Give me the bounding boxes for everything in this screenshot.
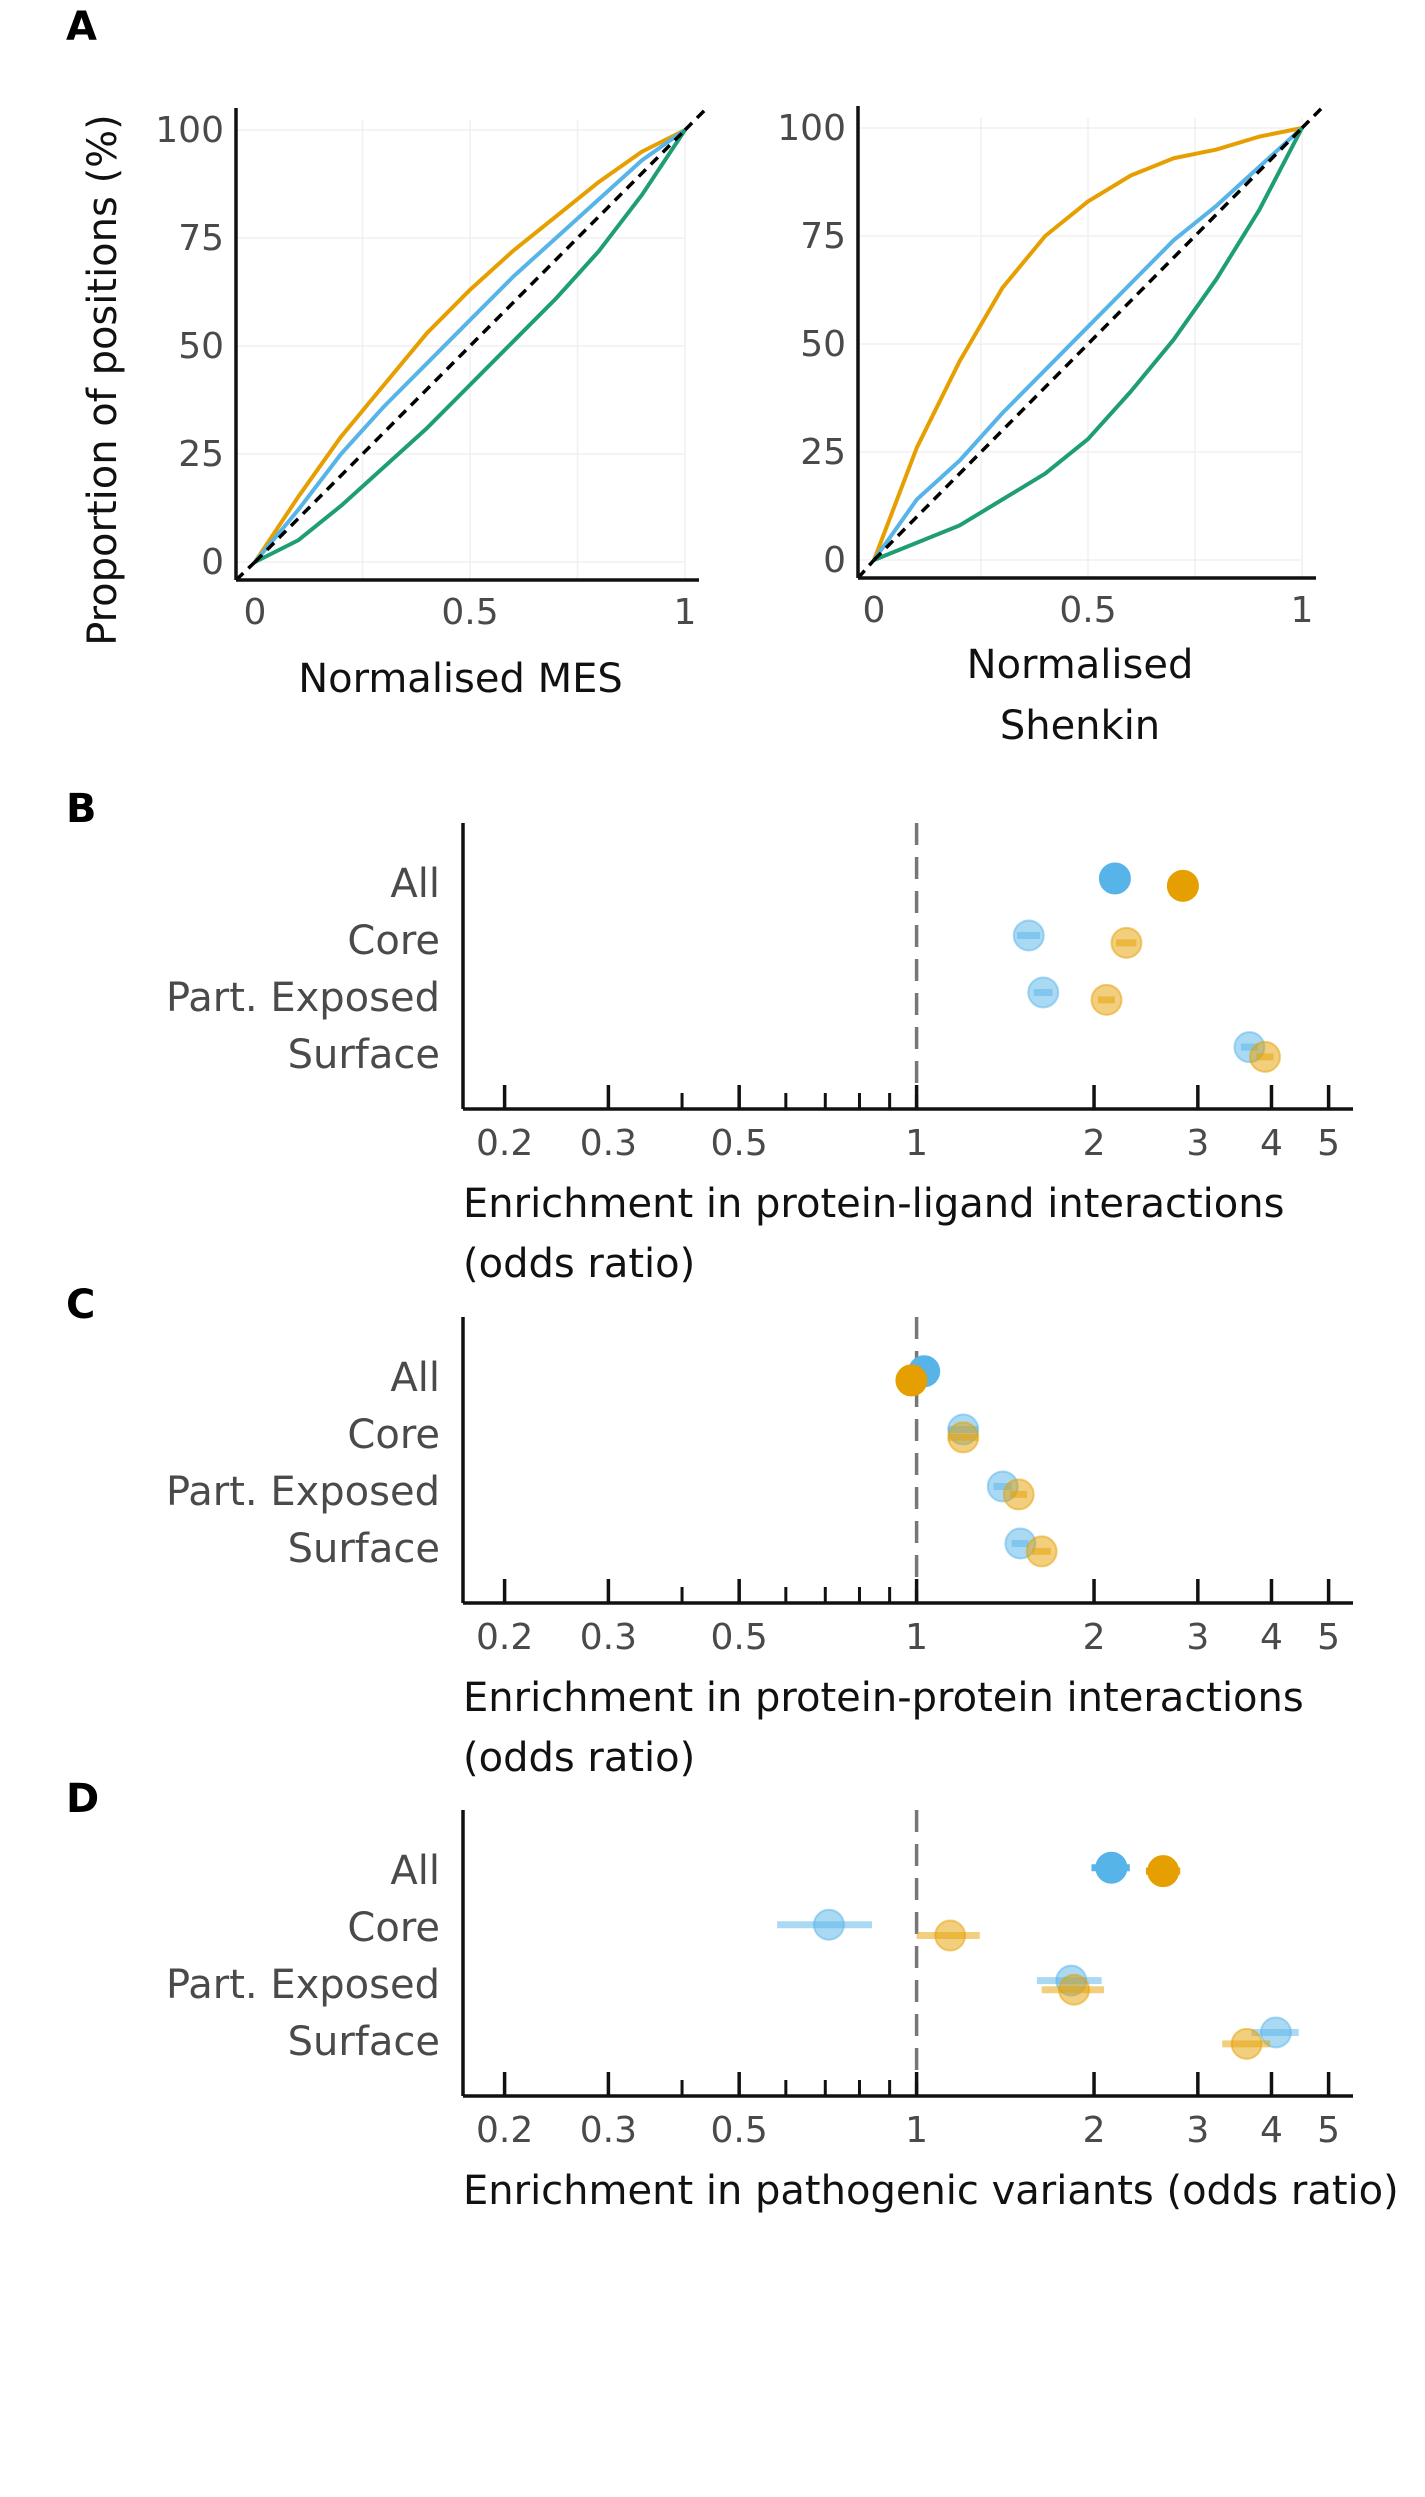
- x-tick-label: 0.5: [711, 1123, 768, 1164]
- series-line-blue: [872, 126, 1304, 562]
- data-point-orange: [947, 1421, 980, 1454]
- y-tick-label: 0: [201, 542, 224, 583]
- panel-label-c: C: [66, 1282, 95, 1328]
- x-tick-label: 5: [1317, 2110, 1340, 2151]
- x-axis-title-line: Enrichment in protein-ligand interaction…: [463, 1181, 1284, 1227]
- data-point-orange: [1248, 1040, 1281, 1073]
- x-tick-label: 0.5: [711, 1617, 768, 1658]
- reference-extension-low: [234, 560, 257, 582]
- x-axis-title-line: Normalised: [967, 642, 1194, 688]
- x-axis-title-line: Enrichment in protein-protein interactio…: [463, 1675, 1304, 1721]
- data-point-orange: [1147, 1855, 1180, 1888]
- x-tick-label: 3: [1186, 1617, 1209, 1658]
- dot-chart-pathogenic: 0.2 0.3 0.5 1 2 3 4 5 All Core Part. Exposed Surfac…: [166, 1810, 1399, 2214]
- series-line-blue: [253, 128, 687, 564]
- data-point-orange: [1025, 1535, 1058, 1568]
- data-point-orange: [895, 1364, 928, 1397]
- category-label: Part. Exposed: [166, 975, 440, 1021]
- x-tick-label: 4: [1260, 1123, 1283, 1164]
- y-tick-label: 25: [178, 434, 224, 475]
- x-tick-label: 1: [674, 592, 697, 633]
- category-label: Surface: [288, 1526, 440, 1572]
- category-label: Core: [347, 1412, 440, 1458]
- category-label: Core: [347, 1905, 440, 1951]
- data-point-blue: [812, 1908, 845, 1941]
- x-tick-label: 1: [905, 1123, 928, 1164]
- x-tick-label: 0.3: [580, 1617, 637, 1658]
- x-tick-label: 1: [905, 2110, 928, 2151]
- x-tick-label: 1: [1291, 590, 1314, 631]
- x-tick-label: 5: [1317, 1617, 1340, 1658]
- x-tick-label: 0.2: [476, 1617, 533, 1658]
- category-label: All: [390, 1355, 440, 1401]
- series-line-green: [254, 128, 687, 564]
- data-point-orange: [1002, 1478, 1035, 1511]
- y-tick-label: 75: [800, 216, 846, 257]
- dot-chart-ligand: 0.2 0.3 0.5 1 2 3 4 5 All Core Part. Exposed Surfac…: [166, 823, 1353, 1287]
- line-chart-shenkin: 0 25 50 75 100 0 0.5 1 Normalised Shenkin: [777, 105, 1325, 749]
- series-line-green: [873, 127, 1304, 562]
- data-point-orange: [1166, 869, 1199, 902]
- x-tick-label: 2: [1083, 1617, 1106, 1658]
- category-label: Surface: [288, 1032, 440, 1078]
- data-point-orange: [1058, 1973, 1091, 2006]
- data-point-blue: [1012, 919, 1045, 952]
- x-axis-title-line: Shenkin: [1000, 703, 1160, 749]
- data-point-orange: [1110, 926, 1143, 959]
- category-label: All: [390, 1848, 440, 1894]
- x-tick-label: 5: [1317, 1123, 1340, 1164]
- data-point-orange: [934, 1919, 967, 1952]
- panel-label-a: A: [66, 4, 97, 50]
- x-tick-label: 0.3: [580, 2110, 637, 2151]
- reference-extension-high: [1300, 105, 1325, 130]
- line-chart-mes: 0 25 50 75 100 0 0.5 1 Proportion of positions (…: [80, 107, 708, 702]
- category-label: All: [390, 861, 440, 907]
- x-tick-label: 0.5: [711, 2110, 768, 2151]
- x-tick-label: 3: [1186, 2110, 1209, 2151]
- x-tick-label: 0: [863, 590, 886, 631]
- data-point-blue: [1027, 976, 1060, 1009]
- y-tick-label: 25: [800, 432, 846, 473]
- panel-label-b: B: [66, 786, 97, 832]
- data-point-orange: [1230, 2027, 1263, 2060]
- x-axis-title-line: (odds ratio): [463, 1241, 695, 1287]
- x-tick-label: 2: [1083, 1123, 1106, 1164]
- x-tick-label: 0.5: [1059, 590, 1116, 631]
- x-tick-label: 0.5: [441, 592, 498, 633]
- category-label: Part. Exposed: [166, 1469, 440, 1515]
- category-label: Surface: [288, 2019, 440, 2065]
- y-tick-label: 75: [178, 218, 224, 259]
- data-point-blue: [1259, 2016, 1292, 2049]
- series-line-orange: [253, 128, 686, 564]
- reference-extension-low: [856, 558, 876, 580]
- y-tick-label: 50: [178, 326, 224, 367]
- x-axis-title: Normalised MES: [298, 656, 623, 702]
- y-tick-label: 0: [823, 540, 846, 581]
- x-tick-label: 2: [1083, 2110, 1106, 2151]
- x-tick-label: 4: [1260, 2110, 1283, 2151]
- data-point-orange: [1090, 983, 1123, 1016]
- x-axis-title-line: (odds ratio): [463, 1735, 695, 1781]
- x-tick-label: 0.2: [476, 1123, 533, 1164]
- x-tick-label: 3: [1186, 1123, 1209, 1164]
- dot-chart-ppi: 0.2 0.3 0.5 1 2 3 4 5 All Core Part. Exposed Surfac…: [166, 1317, 1353, 1781]
- x-tick-label: 0: [244, 592, 267, 633]
- y-tick-label: 100: [155, 110, 224, 151]
- series-line-orange: [872, 126, 1303, 561]
- y-axis-title: Proportion of positions (%): [80, 114, 126, 646]
- panel-label-d: D: [66, 1776, 99, 1822]
- category-label: Part. Exposed: [166, 1962, 440, 2008]
- reference-extension-high: [683, 107, 708, 132]
- data-point-blue: [1098, 862, 1131, 895]
- x-tick-label: 1: [905, 1617, 928, 1658]
- y-tick-label: 100: [777, 108, 846, 149]
- x-tick-label: 0.2: [476, 2110, 533, 2151]
- x-axis-title-line: Enrichment in pathogenic variants (odds …: [463, 2168, 1399, 2214]
- y-tick-label: 50: [800, 324, 846, 365]
- x-tick-label: 0.3: [580, 1123, 637, 1164]
- data-point-blue: [1095, 1851, 1128, 1884]
- category-label: Core: [347, 918, 440, 964]
- x-tick-label: 4: [1260, 1617, 1283, 1658]
